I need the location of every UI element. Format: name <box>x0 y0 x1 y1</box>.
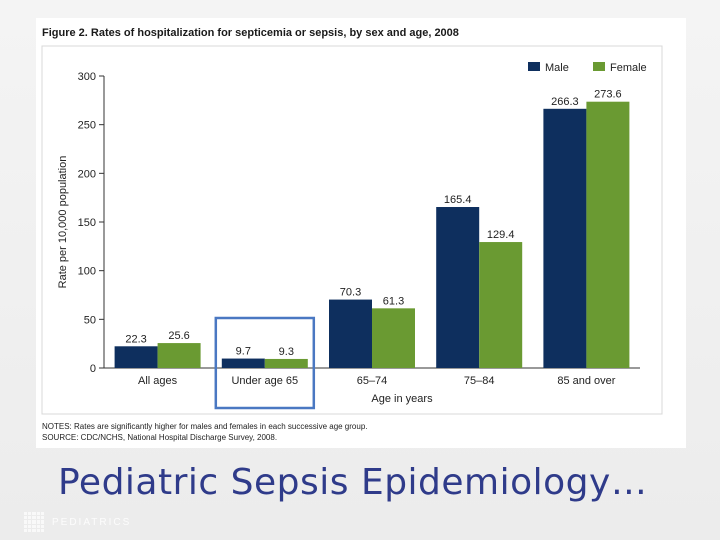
data-label-female: 61.3 <box>383 295 404 307</box>
y-tick-label: 100 <box>78 266 96 278</box>
data-label-male: 266.3 <box>551 96 579 108</box>
data-label-female: 25.6 <box>168 330 189 342</box>
bar-female <box>586 101 630 369</box>
data-label-female: 9.3 <box>279 346 294 358</box>
bar-chart: Figure 2. Rates of hospitalization for s… <box>41 27 663 442</box>
y-axis-title: Rate per 10,000 population <box>57 156 69 289</box>
category-label: Under age 65 <box>231 375 298 387</box>
bar-female <box>157 343 201 368</box>
bar-male <box>114 346 158 368</box>
bar-male <box>543 108 587 368</box>
bar-male <box>436 207 480 368</box>
figure-source: SOURCE: CDC/NCHS, National Hospital Disc… <box>42 433 277 442</box>
bar-male <box>329 299 372 368</box>
y-tick-label: 150 <box>78 217 96 229</box>
bar-female <box>479 242 523 368</box>
data-label-male: 70.3 <box>340 287 361 299</box>
figure-notes: NOTES: Rates are significantly higher fo… <box>42 422 368 431</box>
legend-swatch-female <box>593 62 605 71</box>
legend-label-male: Male <box>545 62 569 74</box>
y-tick-label: 250 <box>78 120 96 132</box>
data-label-male: 9.7 <box>236 346 251 358</box>
x-axis-title: Age in years <box>371 393 433 405</box>
y-tick-label: 50 <box>84 314 96 326</box>
category-label: All ages <box>138 375 178 387</box>
data-label-female: 129.4 <box>487 229 515 241</box>
legend-swatch-male <box>528 62 540 71</box>
bar-female <box>372 308 415 368</box>
y-tick-label: 0 <box>90 363 96 375</box>
legend-label-female: Female <box>610 62 647 74</box>
footer-brand: PEDIATRICS <box>52 516 132 528</box>
data-label-male: 165.4 <box>444 194 472 206</box>
y-tick-label: 300 <box>78 71 96 83</box>
slide-title: Pediatric Sepsis Epidemiology… <box>58 462 648 503</box>
data-label-male: 22.3 <box>125 333 146 345</box>
logo-grid-icon <box>24 512 44 532</box>
figure-title: Figure 2. Rates of hospitalization for s… <box>42 27 459 39</box>
bar-female <box>264 358 308 368</box>
figure-panel: Figure 2. Rates of hospitalization for s… <box>36 18 686 448</box>
category-label: 75–84 <box>464 375 495 387</box>
category-label: 85 and over <box>557 375 615 387</box>
data-label-female: 273.6 <box>594 89 622 101</box>
category-label: 65–74 <box>357 375 388 387</box>
footer-logo: PEDIATRICS <box>24 510 131 534</box>
highlight-box <box>214 316 316 410</box>
y-tick-label: 200 <box>78 168 96 180</box>
bar-male <box>221 358 265 368</box>
